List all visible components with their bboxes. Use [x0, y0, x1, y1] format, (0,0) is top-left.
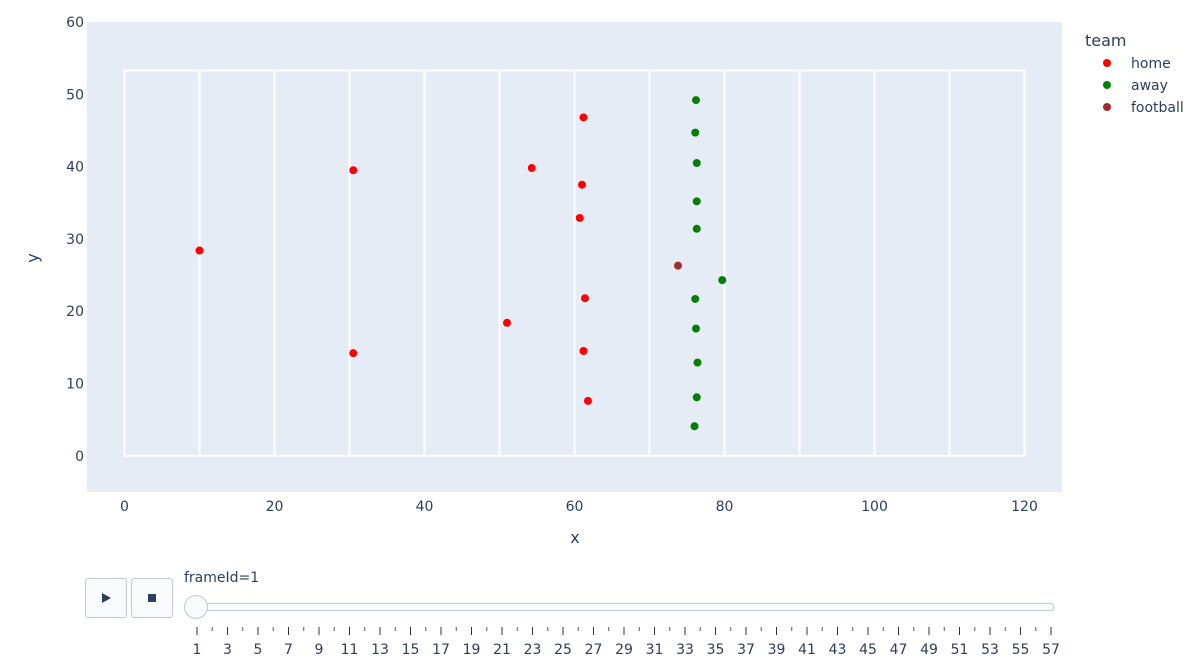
- slider-tick-label[interactable]: 15: [402, 642, 420, 658]
- legend-label-football[interactable]: football: [1131, 100, 1184, 116]
- point-home: [527, 164, 536, 173]
- slider-tick-label[interactable]: 31: [646, 642, 664, 658]
- slider-tick-label[interactable]: 3: [223, 642, 232, 658]
- slider-tick-label[interactable]: 1: [193, 642, 202, 658]
- frame-slider-handle[interactable]: [184, 595, 208, 619]
- point-football: [674, 261, 682, 270]
- slider-tick-label[interactable]: 55: [1012, 642, 1030, 658]
- x-tick-label: 120: [1011, 499, 1038, 515]
- point-away: [690, 422, 699, 431]
- x-tick-label: 0: [120, 499, 129, 515]
- point-away: [692, 324, 700, 333]
- y-axis-title: y: [23, 253, 42, 262]
- point-home: [584, 396, 592, 405]
- point-home: [503, 318, 511, 327]
- slider-tick-label[interactable]: 29: [615, 642, 633, 658]
- legend-marker-away: [1103, 81, 1111, 89]
- x-tick-label: 80: [716, 499, 734, 515]
- point-away: [692, 197, 701, 206]
- slider-tick-label[interactable]: 11: [341, 642, 359, 658]
- slider-tick-label[interactable]: 27: [585, 642, 603, 658]
- slider-tick-label[interactable]: 33: [676, 642, 694, 658]
- slider-tick-label[interactable]: 23: [524, 642, 542, 658]
- slider-tick-label[interactable]: 41: [798, 642, 816, 658]
- legend-title: team: [1085, 31, 1127, 50]
- point-home: [195, 246, 204, 255]
- stop-icon: [148, 594, 156, 602]
- x-axis-ticks: 0 20 40 60 80 100 120: [120, 499, 1038, 515]
- slider-current-value: frameId=1: [184, 570, 260, 586]
- slider-tick-label[interactable]: 13: [371, 642, 389, 658]
- point-home: [579, 113, 588, 122]
- x-tick-label: 100: [861, 499, 888, 515]
- legend-marker-football: [1103, 103, 1111, 111]
- slider-tick-label[interactable]: 35: [707, 642, 725, 658]
- slider-tick-label[interactable]: 57: [1042, 642, 1060, 658]
- slider-tick-label[interactable]: 25: [554, 642, 572, 658]
- slider-tick-label[interactable]: 19: [463, 642, 481, 658]
- slider-tick-label[interactable]: 47: [890, 642, 908, 658]
- point-home: [349, 166, 358, 175]
- y-tick-label: 20: [66, 304, 84, 320]
- slider-tick-label[interactable]: 21: [493, 642, 511, 658]
- point-away: [692, 159, 701, 167]
- slider-tick-label[interactable]: 49: [920, 642, 938, 658]
- point-home: [581, 294, 589, 303]
- slider-tick-label[interactable]: 17: [432, 642, 450, 658]
- slider-tick-label[interactable]: 7: [284, 642, 293, 658]
- y-tick-label: 50: [66, 87, 84, 103]
- legend-label-home[interactable]: home: [1131, 56, 1171, 72]
- play-button[interactable]: [85, 578, 127, 618]
- data-points: [195, 96, 727, 431]
- y-tick-label: 40: [66, 160, 84, 176]
- legend: team home away football: [1085, 31, 1184, 116]
- point-away: [692, 96, 700, 105]
- legend-marker-home: [1103, 59, 1111, 67]
- field-lines: [123, 69, 1026, 457]
- x-tick-label: 20: [266, 499, 284, 515]
- point-away: [692, 393, 701, 402]
- point-away: [691, 294, 700, 303]
- x-axis-title: x: [570, 528, 579, 547]
- y-tick-label: 0: [75, 449, 84, 465]
- point-home: [579, 347, 588, 355]
- slider-ticks: 1 3 5 7 9 11 13 15 17 19 21 23 25 27 29 31 33 35 37 39 41 43 4…: [193, 627, 1060, 658]
- slider-tick-label[interactable]: 5: [254, 642, 263, 658]
- point-home: [578, 180, 586, 189]
- slider-tick-label[interactable]: 45: [859, 642, 877, 658]
- point-home: [575, 213, 584, 222]
- slider-tick-label[interactable]: 39: [768, 642, 786, 658]
- y-axis-ticks: 0 10 20 30 40 50 60: [66, 15, 84, 465]
- legend-label-away[interactable]: away: [1131, 78, 1168, 94]
- y-tick-label: 10: [66, 377, 84, 393]
- x-tick-label: 60: [566, 499, 584, 515]
- slider-tick-label[interactable]: 37: [737, 642, 755, 658]
- stop-button[interactable]: [131, 578, 173, 618]
- y-tick-label: 30: [66, 232, 84, 248]
- slider-tick-label[interactable]: 9: [315, 642, 324, 658]
- point-away: [718, 276, 727, 285]
- frame-slider-track[interactable]: [186, 603, 1054, 611]
- y-tick-label: 60: [66, 15, 84, 31]
- play-icon: [101, 593, 111, 603]
- point-away: [691, 128, 700, 137]
- point-home: [349, 349, 358, 358]
- slider-tick-label[interactable]: 53: [981, 642, 999, 658]
- point-away: [693, 358, 702, 367]
- slider-tick-label[interactable]: 51: [951, 642, 969, 658]
- x-tick-label: 40: [416, 499, 434, 515]
- point-away: [692, 224, 701, 233]
- slider-tick-label[interactable]: 43: [829, 642, 847, 658]
